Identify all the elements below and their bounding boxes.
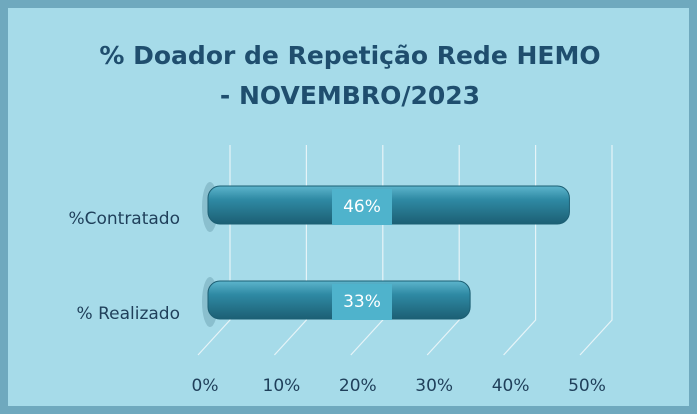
value-label-box xyxy=(332,284,392,320)
x-tick-label: 10% xyxy=(263,376,301,396)
value-label-box xyxy=(332,189,392,225)
chart-title: % Doador de Repetição Rede HEMO - NOVEMB… xyxy=(99,41,601,110)
grid-line xyxy=(579,145,613,356)
x-tick-label: 40% xyxy=(492,376,530,396)
value-label: 46% xyxy=(343,197,381,217)
x-tick-label: 20% xyxy=(339,376,377,396)
value-label: 33% xyxy=(343,292,381,312)
x-tick-label: 30% xyxy=(415,376,453,396)
x-tick-label: 0% xyxy=(192,376,219,396)
y-tick-label: % Realizado xyxy=(77,304,180,324)
x-tick-label: 50% xyxy=(568,376,606,396)
y-tick-label: %Contratado xyxy=(68,209,180,229)
